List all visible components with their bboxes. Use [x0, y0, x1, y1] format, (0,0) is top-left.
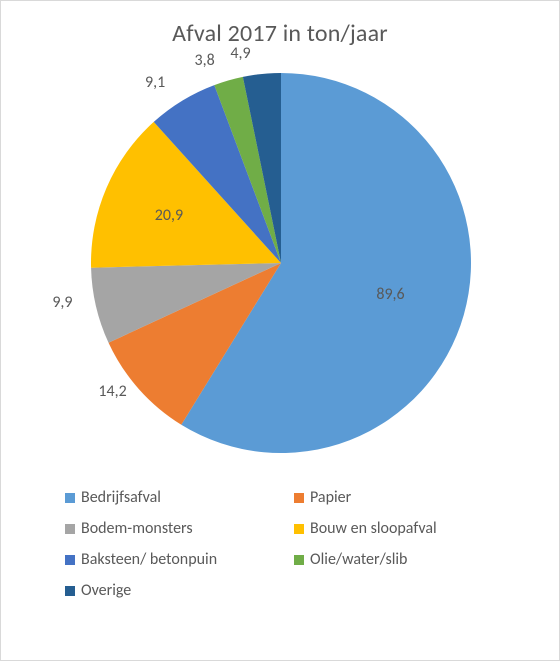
data-label: 89,6 — [376, 285, 404, 304]
legend-label: Bouw en sloopafval — [310, 519, 437, 538]
legend-swatch — [65, 586, 75, 596]
legend-item: Papier — [290, 482, 519, 513]
legend-label: Bedrijfsafval — [81, 488, 161, 507]
legend-swatch — [294, 555, 304, 565]
legend-label: Bodem-monsters — [81, 519, 193, 538]
legend-item: Overige — [61, 575, 290, 606]
legend-swatch — [65, 493, 75, 503]
legend: Bedrijfsafval Papier Bodem-monsters Bouw en… — [1, 478, 559, 618]
pie-svg — [1, 48, 560, 478]
chart-container: Afval 2017 in ton/jaar 89,6 14,2 9,9 20,9 9,… — [0, 0, 560, 661]
legend-swatch — [65, 555, 75, 565]
data-label: 9,1 — [145, 73, 165, 92]
data-label: 9,9 — [52, 293, 72, 312]
data-label: 3,8 — [195, 51, 215, 70]
legend-item: Bouw en sloopafval — [290, 513, 519, 544]
legend-swatch — [294, 524, 304, 534]
data-label: 4,9 — [230, 44, 250, 63]
legend-item: Bedrijfsafval — [61, 482, 290, 513]
legend-label: Baksteen/ betonpuin — [81, 550, 217, 569]
legend-swatch — [65, 524, 75, 534]
pie-area: 89,614,29,920,99,13,84,9 — [1, 48, 560, 478]
data-label: 14,2 — [98, 382, 126, 401]
legend-label: Overige — [81, 581, 131, 600]
legend-item: Baksteen/ betonpuin — [61, 544, 290, 575]
legend-item: Olie/water/slib — [290, 544, 519, 575]
legend-item: Bodem-monsters — [61, 513, 290, 544]
data-label: 20,9 — [155, 206, 183, 225]
legend-label: Olie/water/slib — [310, 550, 407, 569]
legend-swatch — [294, 493, 304, 503]
legend-label: Papier — [310, 488, 351, 507]
chart-title: Afval 2017 in ton/jaar — [1, 19, 559, 48]
